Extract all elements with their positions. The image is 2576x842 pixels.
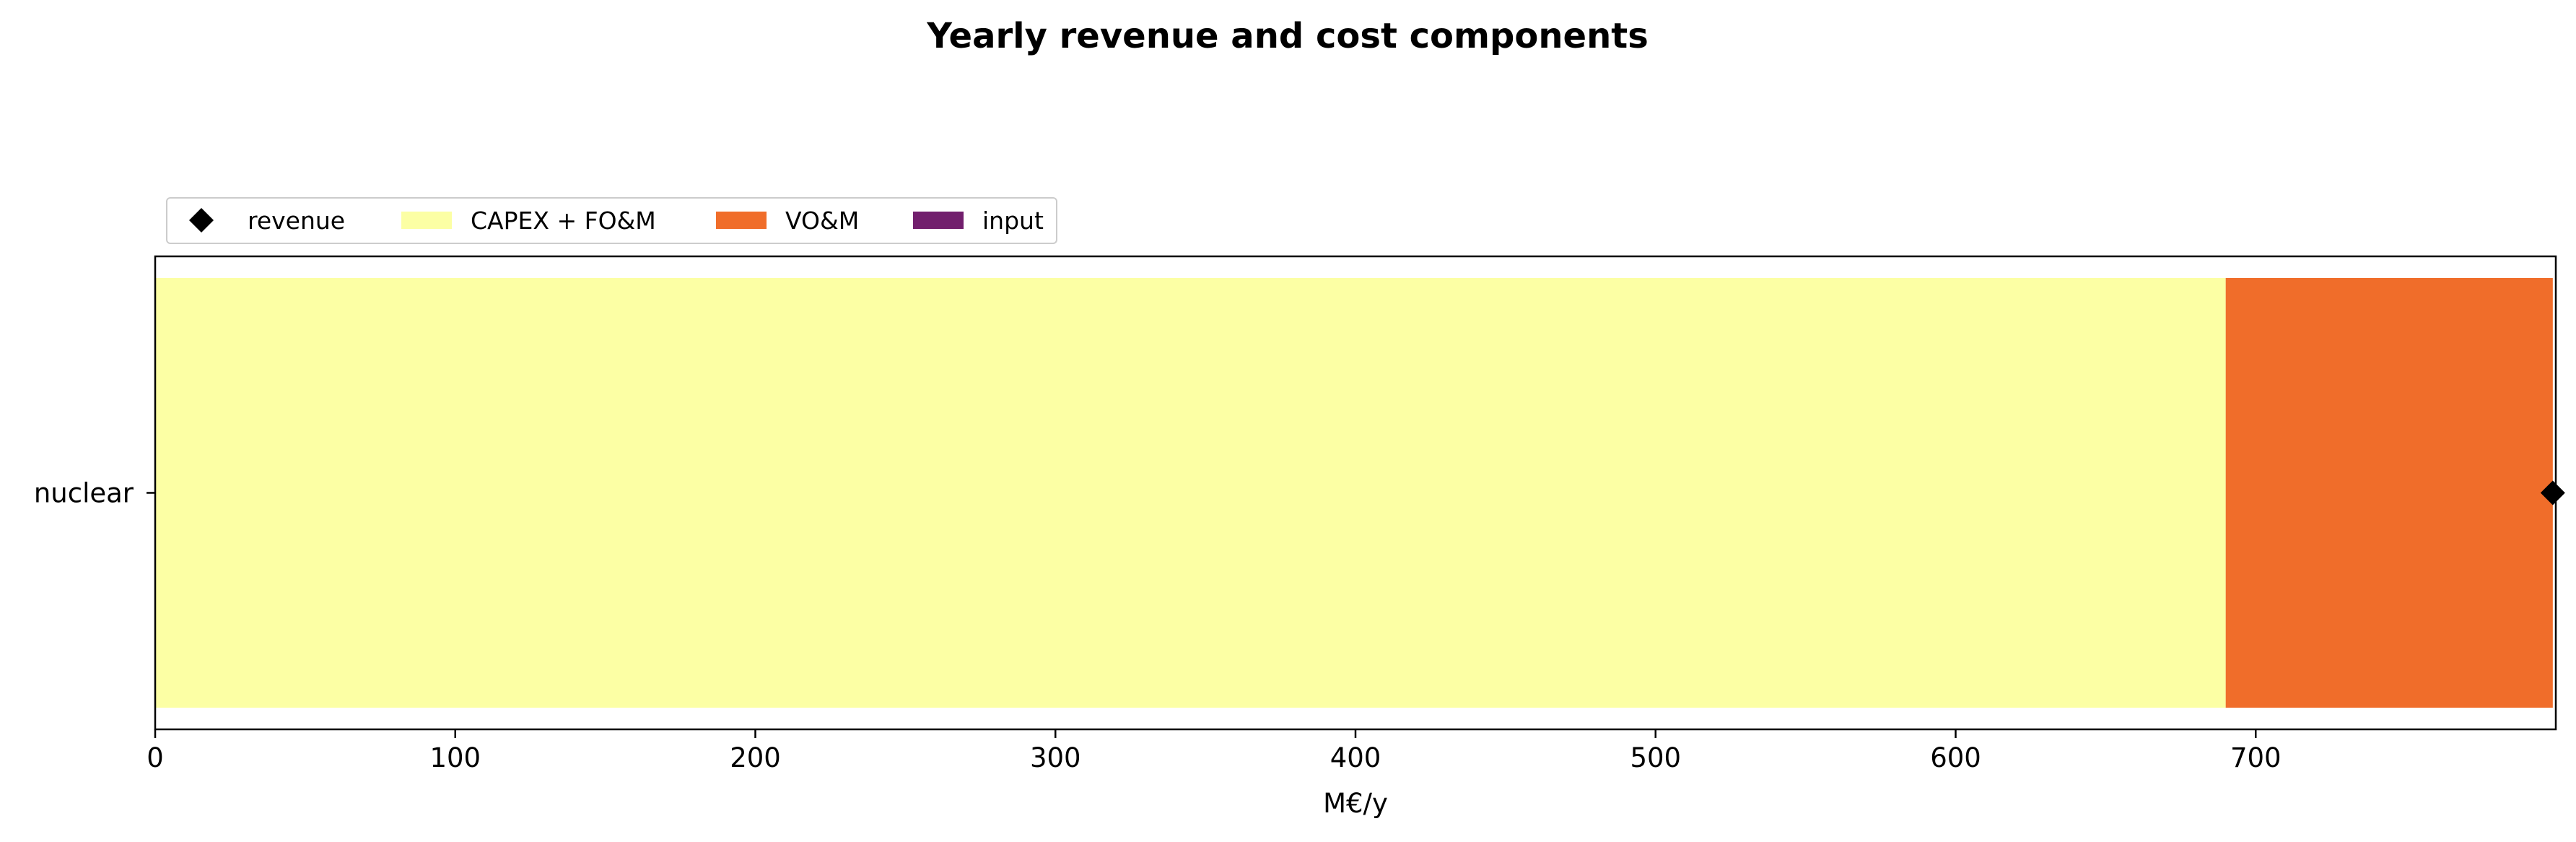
legend-swatch-input bbox=[913, 212, 964, 229]
markers-group bbox=[2540, 480, 2565, 505]
x-tick-label-400: 400 bbox=[1330, 742, 1381, 773]
legend-swatch-capex-fo-m bbox=[401, 212, 452, 229]
x-tick-label-300: 300 bbox=[1030, 742, 1081, 773]
x-axis-label: M€/y bbox=[1323, 788, 1388, 819]
legend-swatch-vo-m bbox=[716, 212, 767, 229]
y-axis: nuclear bbox=[34, 478, 155, 509]
legend-label-input: input bbox=[982, 207, 1044, 235]
bars-group bbox=[155, 278, 2553, 708]
legend-marker-revenue bbox=[189, 208, 214, 233]
legend-label-revenue: revenue bbox=[248, 207, 345, 235]
x-tick-label-600: 600 bbox=[1930, 742, 1981, 773]
x-tick-label-700: 700 bbox=[2230, 742, 2282, 773]
y-tick-label-nuclear: nuclear bbox=[34, 478, 134, 509]
legend-label-capex-fo-m: CAPEX + FO&M bbox=[471, 207, 656, 235]
marker-revenue-nuclear bbox=[2540, 480, 2565, 505]
x-axis: 0 100 200 300 400 500 600 700 bbox=[147, 729, 2282, 773]
x-tick-label-100: 100 bbox=[429, 742, 481, 773]
x-tick-label-0: 0 bbox=[147, 742, 164, 773]
x-tick-label-500: 500 bbox=[1630, 742, 1681, 773]
bar-vo-m-nuclear bbox=[2225, 278, 2553, 708]
legend-frame bbox=[166, 197, 1057, 244]
chart-title: Yearly revenue and cost components bbox=[926, 16, 1649, 56]
x-tick-label-200: 200 bbox=[730, 742, 781, 773]
bar-capex-fo-m-nuclear bbox=[155, 278, 2226, 708]
legend-label-vo-m: VO&M bbox=[785, 207, 859, 235]
legend: revenue CAPEX + FO&M VO&M input bbox=[166, 197, 1057, 244]
